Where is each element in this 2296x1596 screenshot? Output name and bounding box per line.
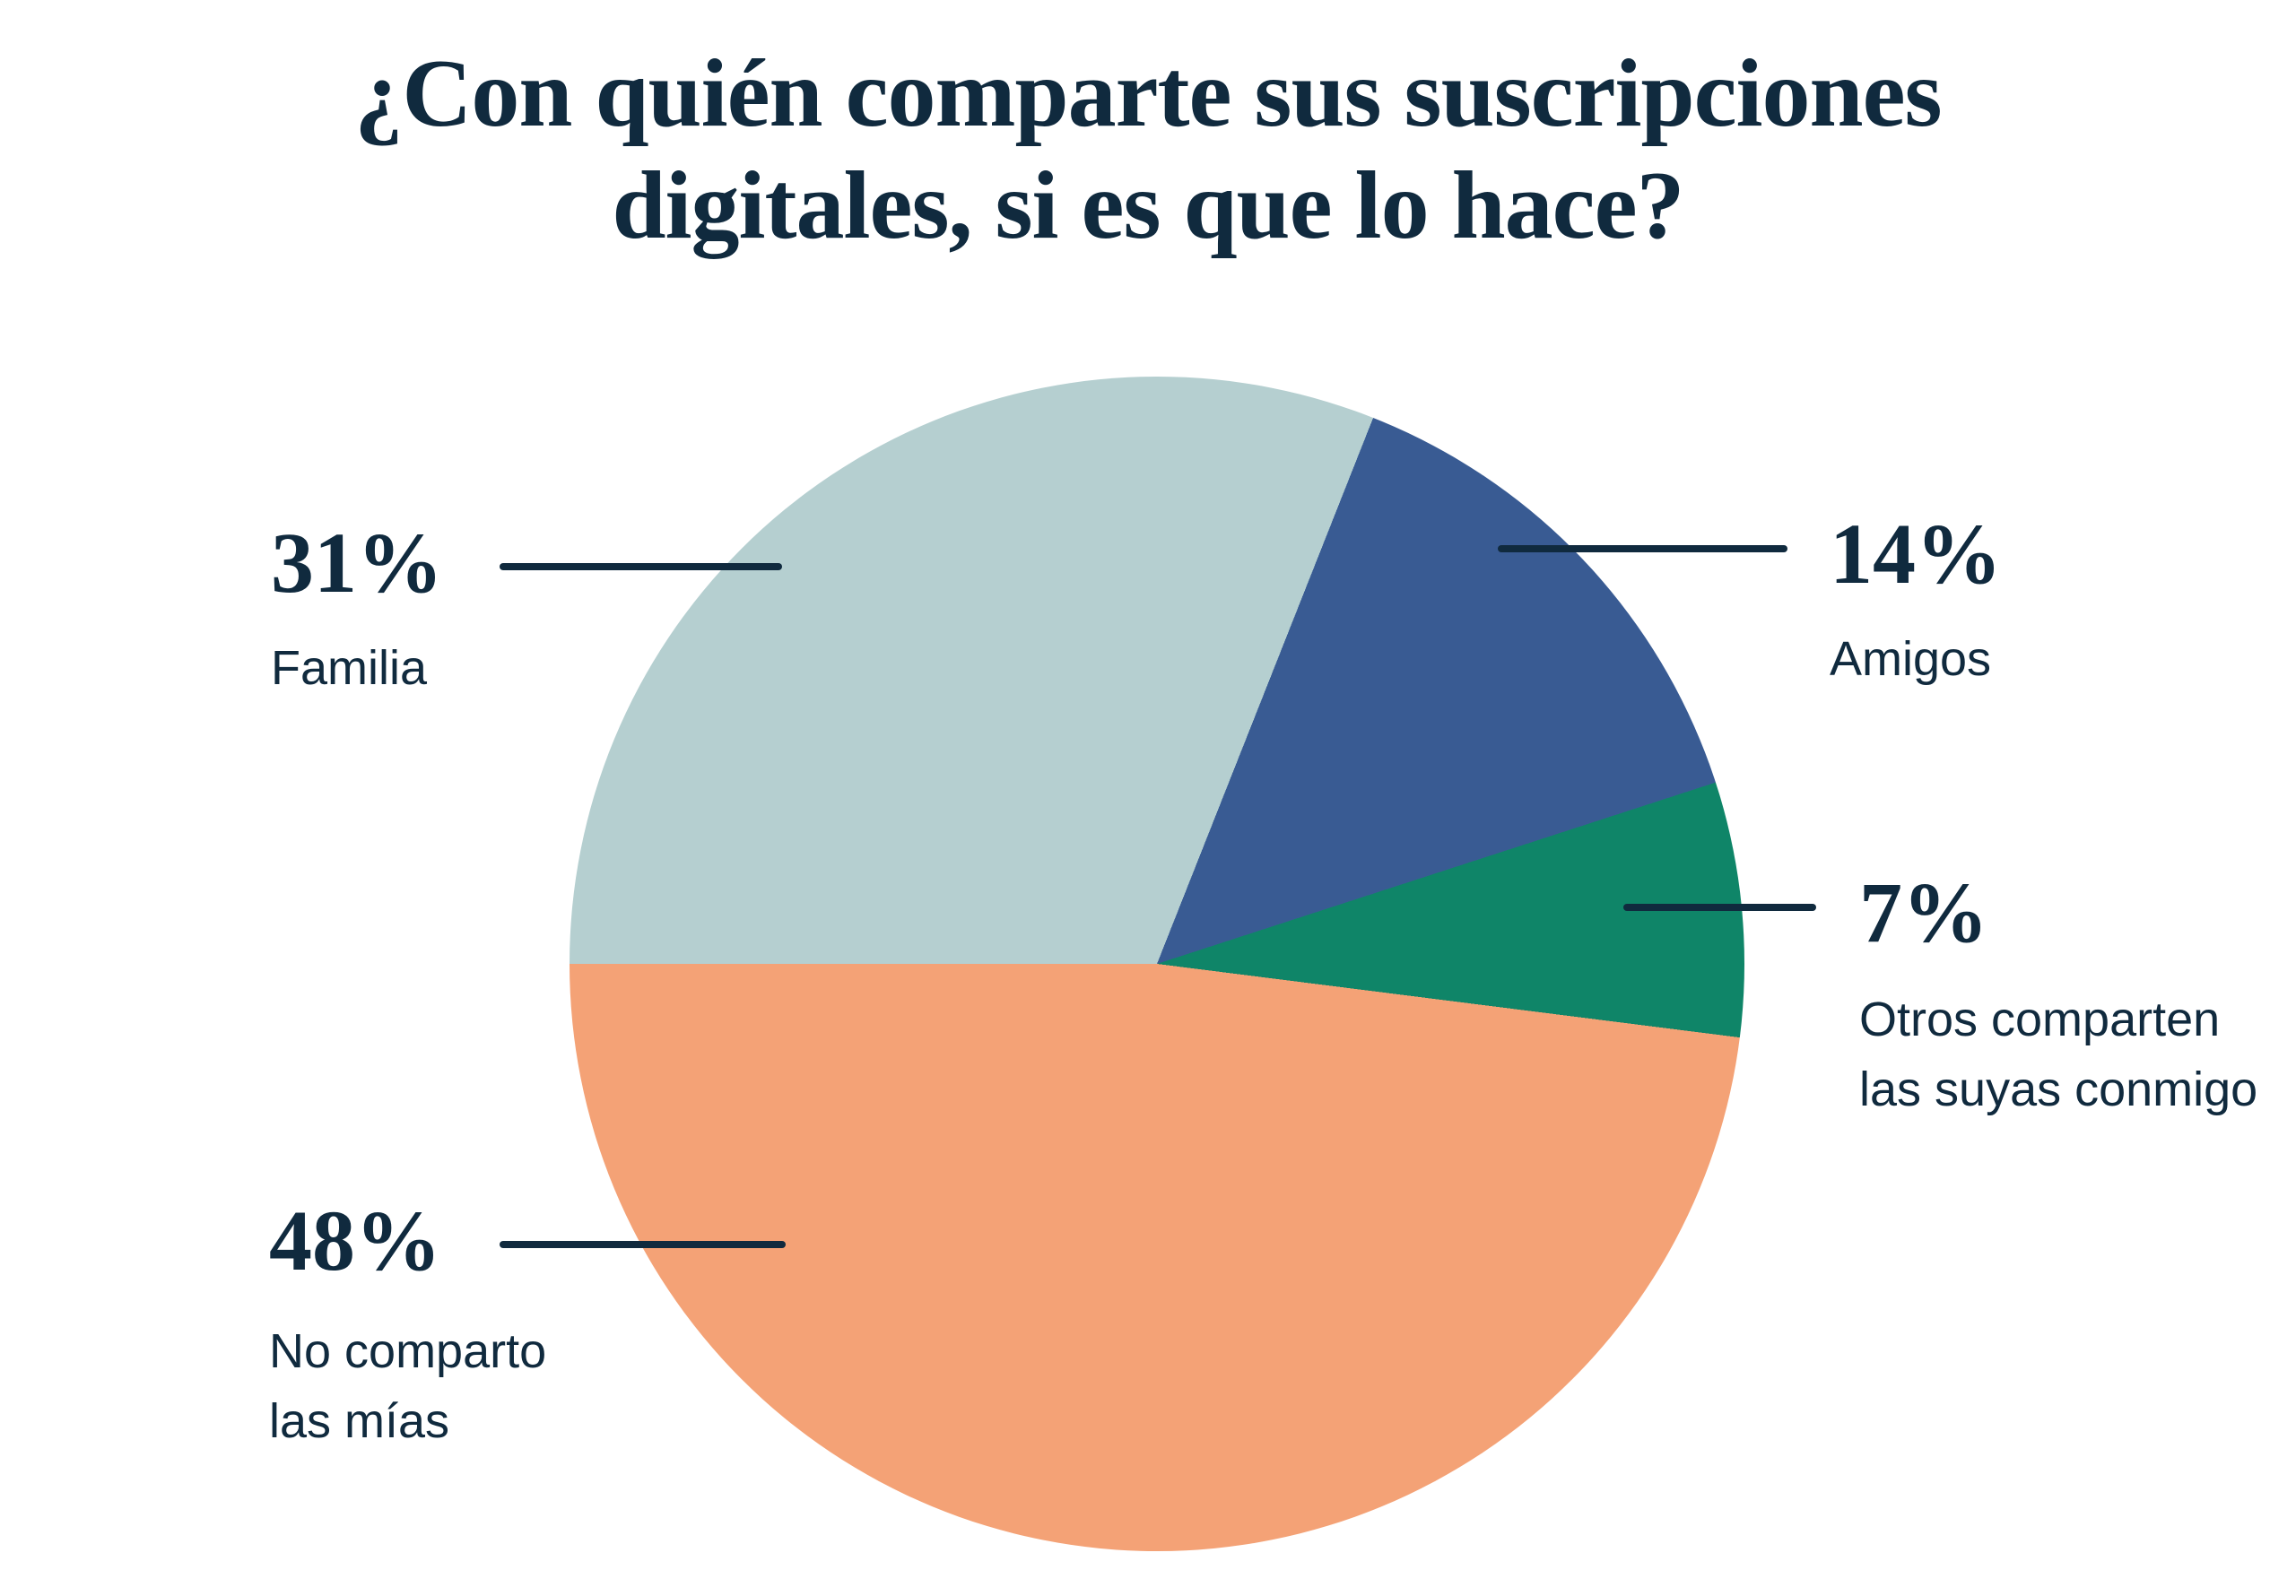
percentage-no-comparto: 48% (269, 1193, 441, 1288)
slice-label-otros: Otros comparten las suyas conmigo (1859, 993, 2258, 1116)
callout-line-no-comparto (500, 1241, 786, 1248)
slice-label-familia: Familia (271, 641, 428, 695)
percentage-amigos: 14% (1830, 506, 2002, 602)
percentage-familia: 31% (271, 515, 443, 611)
chart-title: ¿Con quién comparte sus suscripciones di… (354, 40, 1942, 260)
callout-line-otros (1623, 904, 1816, 911)
pie-chart (570, 377, 1744, 1551)
slice-label-no-comparto: No comparto las mías (269, 1324, 547, 1448)
callout-line-amigos (1498, 545, 1787, 552)
slice-label-amigos: Amigos (1830, 632, 1992, 686)
callout-line-familia (500, 563, 782, 570)
percentage-otros: 7% (1859, 864, 1988, 960)
